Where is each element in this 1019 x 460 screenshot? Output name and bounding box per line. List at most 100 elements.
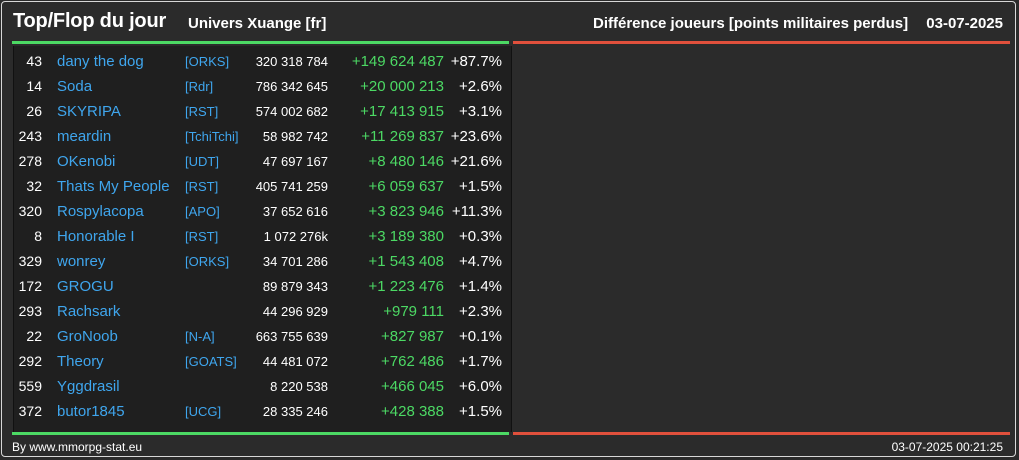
bottom-bar-green <box>12 432 509 435</box>
table-row: 329 wonrey [ORKS] 34 701 286 +1 543 408 +4.7% <box>14 249 511 274</box>
player-points: 44 481 072 <box>262 354 328 369</box>
player-name-link[interactable]: Yggdrasil <box>57 378 120 395</box>
percent-diff: +1.4% <box>459 278 502 295</box>
player-name-link[interactable]: butor1845 <box>57 403 125 420</box>
player-points: 89 879 343 <box>262 279 328 294</box>
player-name-link[interactable]: wonrey <box>57 253 106 270</box>
points-diff: +1 223 476 <box>368 278 445 295</box>
alliance-tag[interactable]: [N-A] <box>185 329 215 344</box>
bottom-bar-red <box>513 432 1010 435</box>
player-points: 405 741 259 <box>255 179 328 194</box>
table-row: 372 butor1845 [UCG] 28 335 246 +428 388 +1.5% <box>14 399 511 424</box>
points-diff: +11 269 837 <box>361 128 444 145</box>
points-diff: +762 486 <box>381 353 444 370</box>
player-rank: 278 <box>18 153 42 169</box>
player-rank: 559 <box>18 378 42 394</box>
player-points: 37 652 616 <box>262 204 328 219</box>
player-rank: 43 <box>26 53 42 69</box>
table-row: 292 Theory [GOATS] 44 481 072 +762 486 +1.7% <box>14 349 511 374</box>
points-diff: +827 987 <box>381 328 444 345</box>
player-rank: 292 <box>18 353 42 369</box>
player-rank: 14 <box>26 78 42 94</box>
page-title: Top/Flop du jour <box>13 10 167 32</box>
percent-diff: +0.1% <box>459 328 502 345</box>
table-row: 320 Rospylacopa [APO] 37 652 616 +3 823 946 +… <box>14 199 511 224</box>
player-name-link[interactable]: Theory <box>57 353 104 370</box>
alliance-tag[interactable]: [RST] <box>185 229 219 244</box>
player-name-link[interactable]: GROGU <box>57 278 114 295</box>
points-diff: +20 000 213 <box>360 78 444 95</box>
player-rank: 372 <box>18 403 42 419</box>
points-diff: +3 189 380 <box>368 228 445 245</box>
top-bar-green <box>12 41 509 44</box>
alliance-tag[interactable]: [TchiTchi] <box>185 129 239 144</box>
player-points: 574 002 682 <box>255 104 328 119</box>
player-name-link[interactable]: Honorable I <box>57 228 135 245</box>
percent-diff: +21.6% <box>450 153 502 170</box>
points-diff: +979 111 <box>383 303 444 320</box>
percent-diff: +4.7% <box>459 253 502 270</box>
alliance-tag[interactable]: [Rdr] <box>185 79 214 94</box>
player-name-link[interactable]: Thats My People <box>57 178 170 195</box>
player-points: 786 342 645 <box>255 79 328 94</box>
points-diff: +1 543 408 <box>368 253 445 270</box>
percent-diff: +3.1% <box>459 103 502 120</box>
table-row: 8 Honorable I [RST] 1 072 276k +3 189 380 +0.… <box>14 224 511 249</box>
player-points: 8 220 538 <box>270 379 328 394</box>
alliance-tag[interactable]: [UCG] <box>185 404 222 419</box>
footer-timestamp: 03-07-2025 00:21:25 <box>891 440 1003 454</box>
points-diff: +6 059 637 <box>368 178 445 195</box>
alliance-tag[interactable]: [RST] <box>185 179 219 194</box>
player-name-link[interactable]: OKenobi <box>57 153 116 170</box>
alliance-tag[interactable]: [UDT] <box>185 154 219 169</box>
player-name-link[interactable]: Rospylacopa <box>57 203 144 220</box>
player-rank: 172 <box>18 278 42 294</box>
universe-label: Univers Xuange [fr] <box>188 15 327 32</box>
player-points: 47 697 167 <box>262 154 328 169</box>
player-name-link[interactable]: dany the dog <box>57 53 144 70</box>
points-diff: +17 413 915 <box>360 103 444 120</box>
alliance-tag[interactable]: [RST] <box>185 104 219 119</box>
player-points: 320 318 784 <box>255 54 328 69</box>
table-row: 172 GROGU 89 879 343 +1 223 476 +1.4% <box>14 274 511 299</box>
points-diff: +3 823 946 <box>368 203 445 220</box>
percent-diff: +2.3% <box>459 303 502 320</box>
points-diff: +428 388 <box>381 403 444 420</box>
table-row: 32 Thats My People [RST] 405 741 259 +6 059 … <box>14 174 511 199</box>
table-row: 22 GroNoob [N-A] 663 755 639 +827 987 +0.1% <box>14 324 511 349</box>
player-rank: 243 <box>18 128 42 144</box>
percent-diff: +6.0% <box>459 378 502 395</box>
player-rank: 293 <box>18 303 42 319</box>
player-points: 1 072 276k <box>263 229 328 244</box>
player-name-link[interactable]: SKYRIPA <box>57 103 121 120</box>
percent-diff: +0.3% <box>459 228 502 245</box>
table-row: 43 dany the dog [ORKS] 320 318 784 +149 624 … <box>14 49 511 74</box>
percent-diff: +1.7% <box>459 353 502 370</box>
percent-diff: +1.5% <box>459 178 502 195</box>
table-row: 278 OKenobi [UDT] 47 697 167 +8 480 146 +21.6… <box>14 149 511 174</box>
table-row: 559 Yggdrasil 8 220 538 +466 045 +6.0% <box>14 374 511 399</box>
player-points: 28 335 246 <box>262 404 328 419</box>
player-points: 44 296 929 <box>262 304 328 319</box>
player-name-link[interactable]: GroNoob <box>57 328 118 345</box>
alliance-tag[interactable]: [APO] <box>185 204 220 219</box>
player-rank: 320 <box>18 203 42 219</box>
percent-diff: +87.7% <box>450 53 502 70</box>
player-name-link[interactable]: Rachsark <box>57 303 121 320</box>
header-right: Différence joueurs [points militaires pe… <box>593 15 1003 32</box>
player-name-link[interactable]: Soda <box>57 78 93 95</box>
percent-diff: +11.3% <box>451 203 502 220</box>
alliance-tag[interactable]: [ORKS] <box>185 254 230 269</box>
table-row: 243 meardin [TchiTchi] 58 982 742 +11 269 83… <box>14 124 511 149</box>
alliance-tag[interactable]: [ORKS] <box>185 54 230 69</box>
table-row: 14 Soda [Rdr] 786 342 645 +20 000 213 +2.6% <box>14 74 511 99</box>
table-row: 26 SKYRIPA [RST] 574 002 682 +17 413 915 +3.1… <box>14 99 511 124</box>
player-name-link[interactable]: meardin <box>57 128 112 145</box>
points-diff: +8 480 146 <box>368 153 445 170</box>
percent-diff: +2.6% <box>459 78 502 95</box>
top-players-panel: 43 dany the dog [ORKS] 320 318 784 +149 624 … <box>13 46 512 432</box>
player-rank: 32 <box>26 178 42 194</box>
alliance-tag[interactable]: [GOATS] <box>185 354 237 369</box>
percent-diff: +23.6% <box>450 128 502 145</box>
top-bar-red <box>513 41 1010 44</box>
